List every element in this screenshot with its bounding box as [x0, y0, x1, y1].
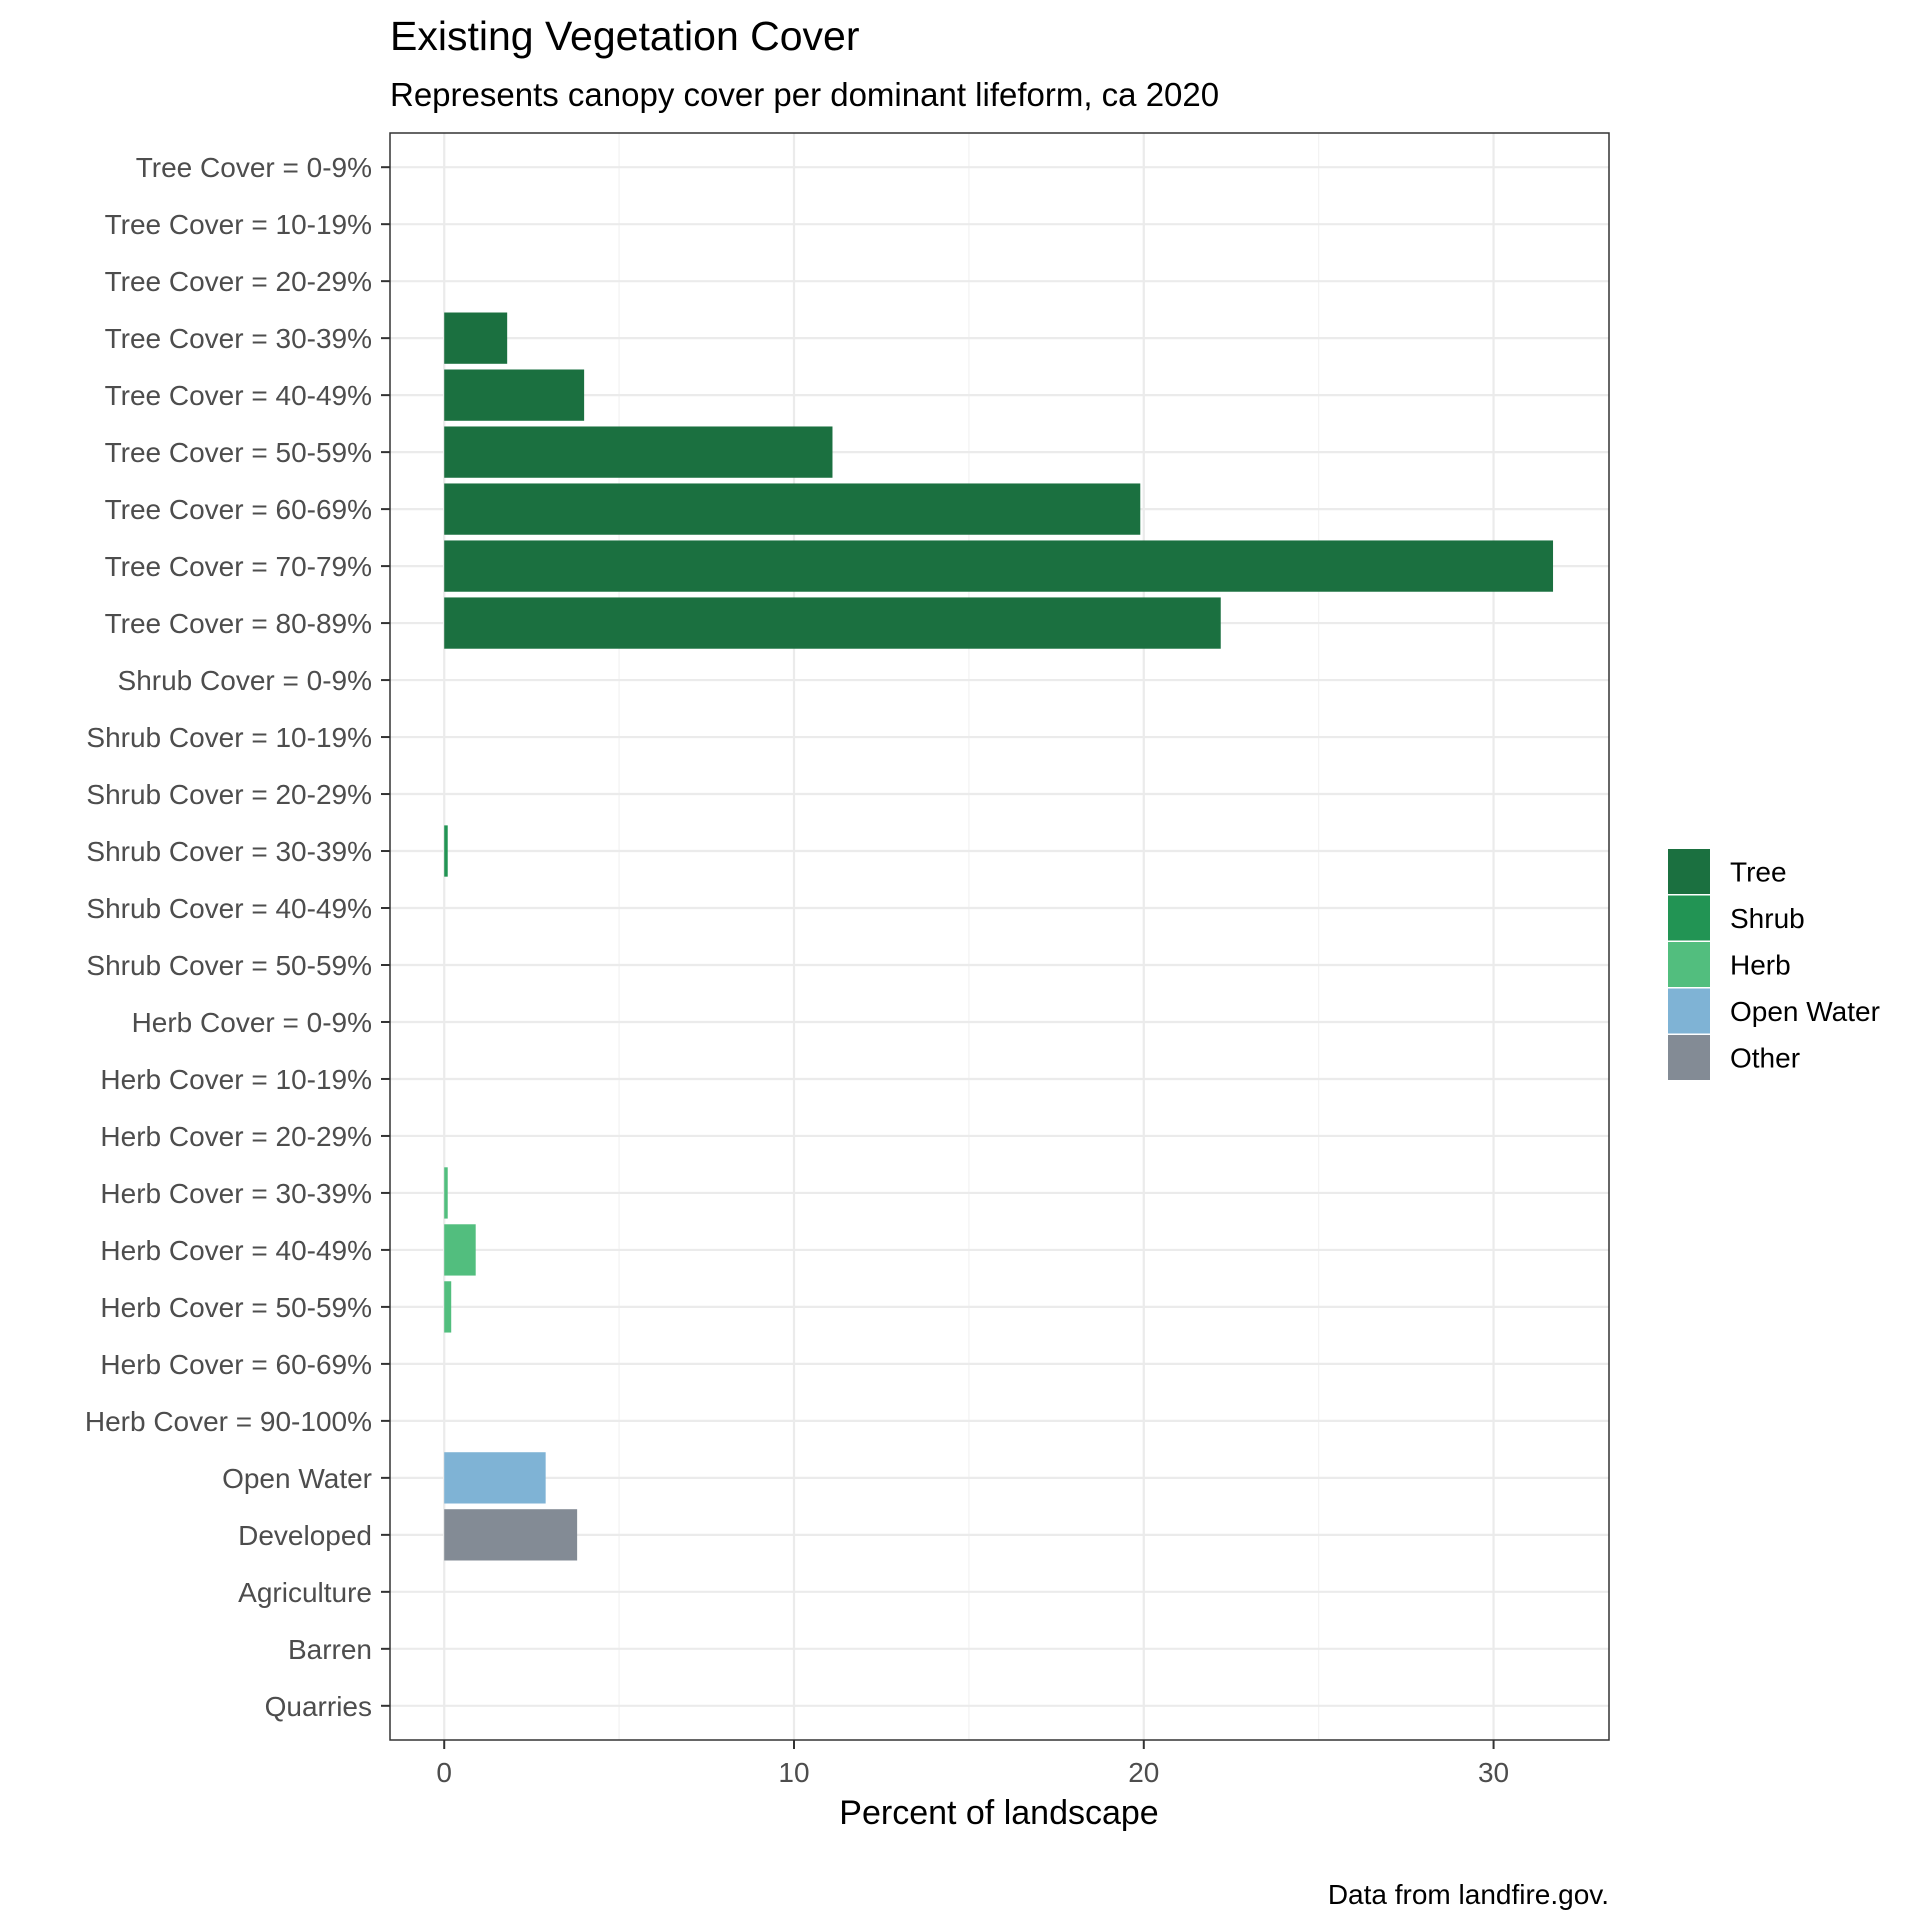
plot-panel	[390, 133, 1609, 1740]
caption: Data from landfire.gov.	[1328, 1879, 1609, 1910]
y-tick-label: Barren	[288, 1634, 372, 1665]
bars	[444, 312, 1554, 1561]
x-tick-label: 20	[1128, 1757, 1159, 1788]
y-tick-label: Herb Cover = 20-29%	[100, 1121, 372, 1152]
legend-key	[1668, 942, 1710, 987]
y-tick-label: Tree Cover = 60-69%	[105, 494, 372, 525]
x-tick-label: 0	[436, 1757, 452, 1788]
legend-label: Shrub	[1730, 903, 1805, 934]
legend-key	[1668, 849, 1710, 894]
legend-label: Other	[1730, 1043, 1800, 1074]
x-axis-title: Percent of landscape	[839, 1794, 1158, 1832]
y-tick-label: Tree Cover = 40-49%	[105, 380, 372, 411]
y-tick-label: Herb Cover = 30-39%	[100, 1178, 372, 1209]
y-tick-label: Herb Cover = 50-59%	[100, 1292, 372, 1323]
bar-tree-cover-70-79	[444, 540, 1554, 592]
y-axis: Tree Cover = 0-9% Tree Cover = 10-19% Tree…	[85, 152, 390, 1722]
y-tick-label: Tree Cover = 80-89%	[105, 608, 372, 639]
minor-gridlines	[618, 133, 1320, 1740]
plot-border	[389, 132, 1610, 1741]
y-tick-label: Tree Cover = 50-59%	[105, 437, 372, 468]
y-tick-label: Herb Cover = 90-100%	[85, 1406, 372, 1437]
bar-tree-cover-50-59	[444, 426, 833, 478]
bar-shrub-cover-30-39	[444, 825, 448, 877]
y-tick-label: Tree Cover = 70-79%	[105, 551, 372, 582]
bar-herb-cover-50-59	[444, 1281, 452, 1333]
chart-subtitle: Represents canopy cover per dominant lif…	[390, 76, 1219, 113]
y-tick-label: Herb Cover = 0-9%	[132, 1007, 372, 1038]
y-tick-label: Herb Cover = 60-69%	[100, 1349, 372, 1380]
y-tick-label: Agriculture	[238, 1577, 372, 1608]
x-tick-label: 10	[778, 1757, 809, 1788]
bar-developed	[444, 1509, 578, 1561]
legend-label: Open Water	[1730, 996, 1880, 1027]
legend: Tree Shrub Herb Open Water Other	[1668, 849, 1880, 1080]
y-tick-label: Shrub Cover = 20-29%	[86, 779, 372, 810]
bar-tree-cover-30-39	[444, 312, 508, 364]
y-tick-label: Quarries	[265, 1691, 372, 1722]
y-tick-label: Tree Cover = 0-9%	[136, 152, 372, 183]
y-tick-label: Shrub Cover = 10-19%	[86, 722, 372, 753]
y-tick-label: Tree Cover = 10-19%	[105, 209, 372, 240]
legend-key	[1668, 1035, 1710, 1080]
y-tick-label: Tree Cover = 30-39%	[105, 323, 372, 354]
y-tick-label: Herb Cover = 40-49%	[100, 1235, 372, 1266]
legend-key	[1668, 988, 1710, 1034]
y-tick-label: Open Water	[222, 1463, 372, 1494]
bar-tree-cover-80-89	[444, 597, 1221, 649]
y-tick-label: Tree Cover = 20-29%	[105, 266, 372, 297]
bar-herb-cover-40-49	[444, 1224, 476, 1276]
y-tick-label: Shrub Cover = 40-49%	[86, 893, 372, 924]
bar-tree-cover-60-69	[444, 483, 1141, 535]
y-tick-label: Developed	[238, 1520, 372, 1551]
x-axis: 0 10 20 30	[436, 1740, 1509, 1788]
legend-label: Herb	[1730, 950, 1791, 981]
bar-herb-cover-30-39	[444, 1167, 448, 1219]
y-tick-label: Shrub Cover = 0-9%	[118, 665, 372, 696]
y-tick-label: Shrub Cover = 30-39%	[86, 836, 372, 867]
y-tick-label: Shrub Cover = 50-59%	[86, 950, 372, 981]
legend-key	[1668, 895, 1710, 941]
chart-title: Existing Vegetation Cover	[390, 13, 860, 59]
y-tick-label: Herb Cover = 10-19%	[100, 1064, 372, 1095]
legend-label: Tree	[1730, 857, 1787, 888]
bar-tree-cover-40-49	[444, 369, 585, 421]
bar-open-water	[444, 1452, 546, 1504]
x-tick-label: 30	[1478, 1757, 1509, 1788]
